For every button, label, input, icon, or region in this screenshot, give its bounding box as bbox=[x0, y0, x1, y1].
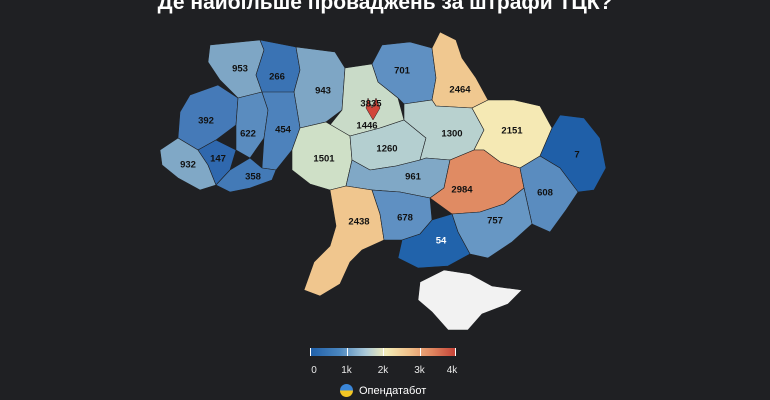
label-zhytomyr: 943 bbox=[315, 86, 331, 97]
legend-gradient-bar bbox=[310, 348, 456, 356]
page-title: Де найбільше проваджень за штрафи ТЦК? bbox=[157, 0, 613, 14]
label-kherson: 54 bbox=[436, 236, 447, 247]
label-chernivtsi: 358 bbox=[245, 172, 261, 183]
label-ternopil: 622 bbox=[240, 129, 256, 140]
ukraine-flag-circle-icon bbox=[340, 384, 353, 397]
kyiv-city-marker-icon bbox=[365, 97, 381, 121]
label-donetsk: 608 bbox=[537, 188, 553, 199]
legend-tick-mark bbox=[310, 348, 311, 356]
region-chernivtsi bbox=[215, 157, 277, 193]
label-odesa: 2438 bbox=[348, 217, 369, 228]
label-mykolaiv: 678 bbox=[397, 213, 413, 224]
label-poltava: 1300 bbox=[441, 129, 462, 140]
legend-tick-mark bbox=[419, 348, 421, 356]
legend-tick-label: 2k bbox=[377, 365, 389, 376]
label-kirovohrad: 961 bbox=[405, 172, 422, 183]
label-sumy: 2464 bbox=[449, 85, 471, 96]
region-sumy bbox=[431, 31, 489, 109]
label-cherkasy: 1260 bbox=[376, 144, 397, 155]
legend-tick-label: 4k bbox=[446, 365, 458, 376]
region-crimea bbox=[417, 269, 523, 331]
color-legend: 0 1k 2k 3k 4k bbox=[310, 348, 457, 376]
label-zakarpattia: 932 bbox=[180, 160, 196, 171]
brand-name: Опендатабот bbox=[359, 384, 427, 397]
label-rivne: 266 bbox=[269, 72, 285, 83]
legend-tick-mark bbox=[346, 348, 348, 356]
legend-tick-label: 3k bbox=[414, 365, 425, 376]
label-luhansk: 7 bbox=[574, 150, 579, 161]
legend-tick-mark bbox=[383, 348, 384, 356]
label-kyiv-city: 3835 bbox=[360, 99, 382, 110]
label-kharkiv: 2151 bbox=[501, 126, 523, 137]
label-ivano-frankivsk: 147 bbox=[210, 154, 226, 165]
label-lviv: 392 bbox=[198, 116, 214, 127]
region-odesa bbox=[303, 185, 385, 297]
label-zaporizhzhia: 757 bbox=[487, 216, 503, 227]
legend-tick-mark bbox=[455, 348, 456, 356]
label-kyiv-oblast: 1446 bbox=[356, 121, 377, 132]
label-volyn: 953 bbox=[232, 64, 248, 75]
label-chernihiv: 701 bbox=[394, 66, 411, 77]
label-vinnytsia: 1501 bbox=[313, 154, 335, 165]
brand: Опендатабот bbox=[340, 384, 426, 397]
legend-tick-label: 1k bbox=[341, 365, 352, 376]
label-dnipropetrovsk: 2984 bbox=[451, 185, 473, 196]
region-kherson bbox=[397, 213, 471, 269]
legend-tick-label: 0 bbox=[311, 365, 317, 376]
label-khmelnytskyi: 454 bbox=[275, 125, 292, 136]
